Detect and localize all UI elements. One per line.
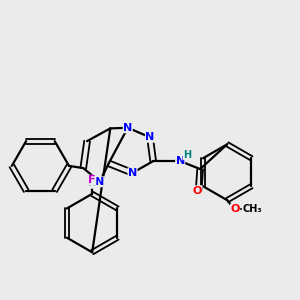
Text: N: N: [95, 177, 104, 187]
Text: O: O: [193, 186, 202, 196]
Text: F: F: [88, 175, 96, 185]
Text: O: O: [230, 204, 240, 214]
Text: N: N: [128, 168, 137, 178]
Text: CH₃: CH₃: [242, 204, 262, 214]
Text: H: H: [87, 178, 95, 188]
Text: N: N: [176, 156, 185, 166]
Text: H: H: [183, 150, 191, 160]
Text: N: N: [123, 123, 132, 133]
Text: N: N: [146, 132, 154, 142]
